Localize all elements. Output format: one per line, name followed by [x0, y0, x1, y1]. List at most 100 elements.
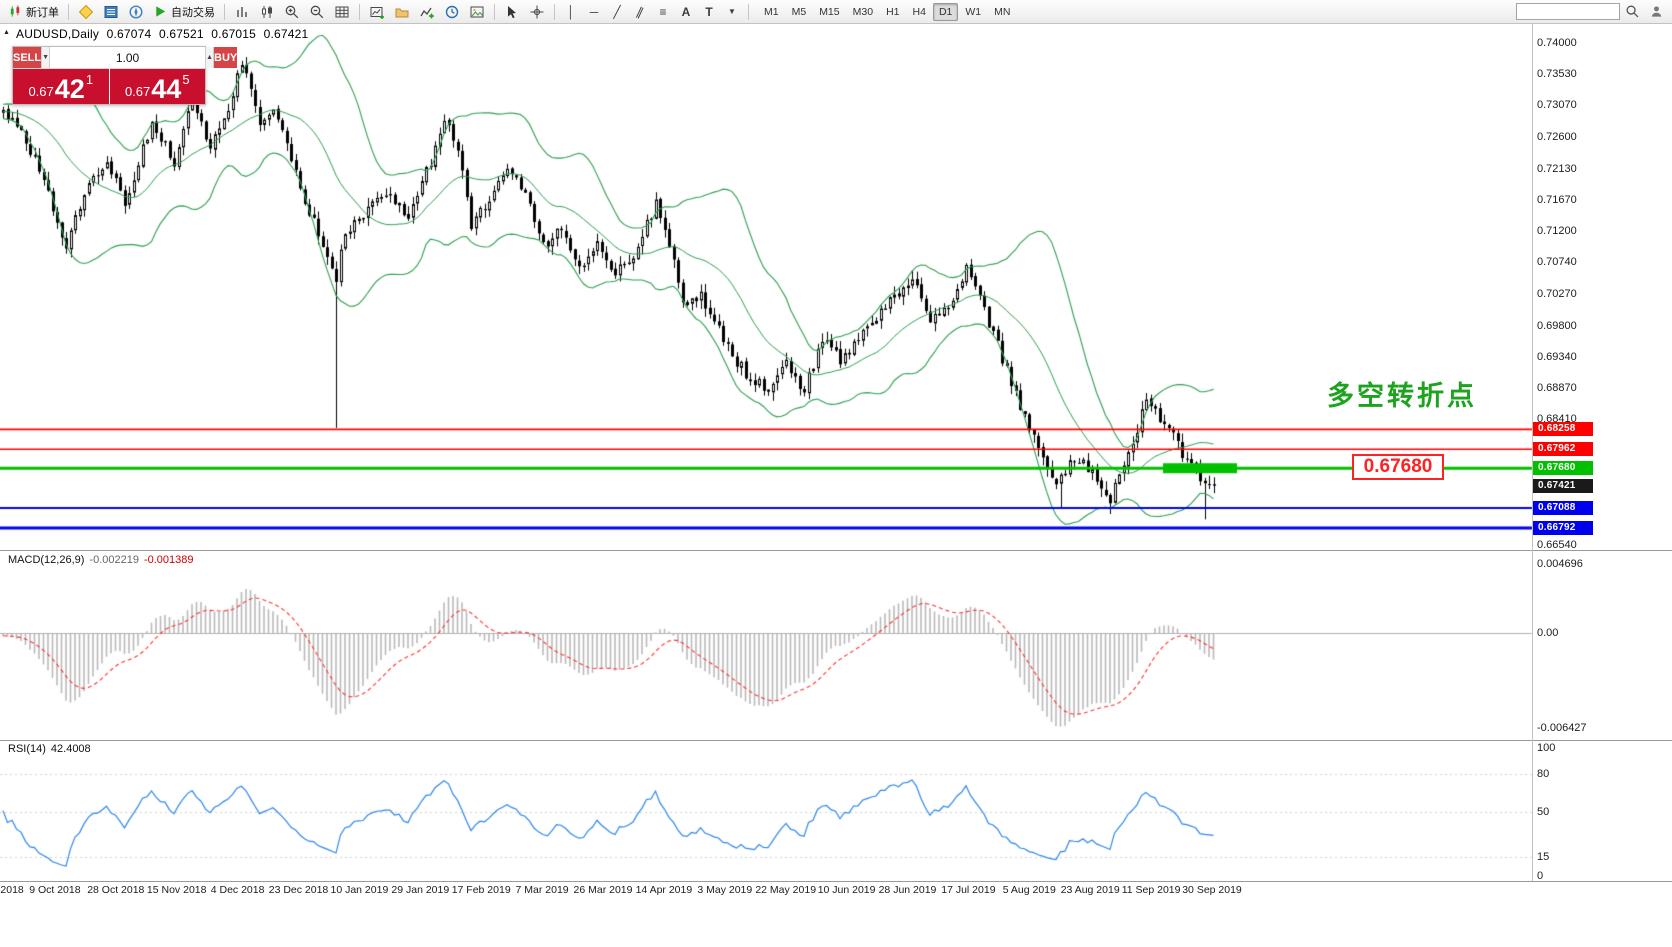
sell-price-display[interactable]: 0.67 42 1 [13, 69, 109, 104]
grid-button[interactable] [330, 2, 354, 22]
price-axis-tick: 0.74000 [1537, 36, 1577, 49]
volume-increase-button[interactable]: ▲ [205, 47, 214, 68]
trendline-tool-button[interactable]: ╱ [606, 2, 628, 22]
channel-tool-button[interactable]: ∥ [629, 2, 651, 22]
volume-decrease-button[interactable]: ▼ [41, 47, 51, 68]
pane-separator-rsi-dates[interactable] [0, 881, 1672, 882]
timeframe-button-mn[interactable]: MN [994, 5, 1011, 18]
spinner-up-icon: ▲ [206, 54, 213, 61]
rsi-axis-tick: 100 [1537, 742, 1556, 754]
timeframe-button-h1[interactable]: H1 [886, 5, 900, 18]
sell-price-big: 42 [54, 74, 85, 104]
candlestick-chart-icon [262, 5, 272, 18]
new-chart-button[interactable] [365, 2, 389, 22]
bar-chart-button[interactable] [230, 2, 254, 22]
date-axis-label: 17 Feb 2019 [451, 884, 511, 896]
shapes-tool-button[interactable]: ▼ [721, 2, 743, 22]
vertical-line-tool-button[interactable]: │ [560, 2, 582, 22]
price-axis-tick: 0.73530 [1537, 68, 1577, 81]
price-axis-tick: 0.71670 [1537, 193, 1577, 206]
date-axis-label: 14 Apr 2019 [635, 884, 693, 896]
date-axis-label: 26 Mar 2019 [573, 884, 633, 896]
rsi-name: RSI(14) [8, 743, 46, 755]
volume-input[interactable] [50, 47, 206, 68]
new-chart-icon [370, 6, 384, 19]
rsi-indicator-label: RSI(14) 42.4008 [8, 743, 91, 755]
text-tool-button[interactable]: A [675, 2, 697, 22]
price-axis-tick: 0.72600 [1537, 131, 1577, 144]
vertical-line-icon: │ [567, 4, 575, 19]
date-axis-label: 23 Dec 2018 [268, 884, 329, 896]
periods-button[interactable] [440, 2, 464, 22]
date-axis-label: 10 Jan 2019 [330, 884, 389, 896]
indicators-button[interactable] [415, 2, 439, 22]
templates-button[interactable] [465, 2, 489, 22]
autotrade-button[interactable]: 自动交易 [149, 2, 219, 22]
account-button[interactable] [1645, 2, 1668, 22]
crosshair-icon [530, 5, 544, 18]
date-axis-label: 5 Aug 2019 [1002, 884, 1056, 896]
price-axis-tick: 0.69340 [1537, 350, 1577, 363]
price-axis-tick: 0.66540 [1537, 538, 1577, 551]
timeframe-button-m30[interactable]: M30 [852, 5, 874, 18]
pane-separator-macd-rsi[interactable] [0, 740, 1672, 741]
profiles-button[interactable] [390, 2, 414, 22]
zoom-out-icon [310, 5, 324, 18]
new-order-button[interactable]: 新订单 [4, 2, 63, 22]
price-axis-badge: 0.68258 [1533, 422, 1593, 437]
one-click-price-row: 0.67 42 1 0.67 44 5 [13, 69, 205, 104]
toolbar-separator [554, 3, 555, 20]
pane-separator-main-macd[interactable] [0, 550, 1672, 551]
buy-price-display[interactable]: 0.67 44 5 [109, 69, 205, 104]
timeframe-toolbar: M1 M5 M15 M30 H1 H4 D1 W1 MN [758, 2, 1016, 21]
metaeditor-button[interactable] [74, 2, 98, 22]
cursor-button[interactable] [500, 2, 524, 22]
candlestick-chart-button[interactable] [255, 2, 279, 22]
timeframe-button-m15[interactable]: M15 [819, 5, 840, 18]
macd-indicator-label: MACD(12,26,9) -0.002219 -0.001389 [8, 554, 194, 566]
rsi-value: 42.4008 [50, 743, 91, 755]
main-toolbar: 新订单 自动交易 [0, 0, 1672, 24]
market-watch-icon [104, 5, 118, 18]
account-icon [1651, 6, 1662, 17]
fibonacci-tool-button[interactable]: ≡ [652, 2, 674, 22]
bar-chart-icon [237, 6, 247, 17]
label-tool-icon: T [705, 4, 713, 19]
toolbar-separator [68, 3, 69, 20]
timeframe-button-m1[interactable]: M1 [764, 5, 779, 18]
date-axis-label: 4 Dec 2018 [210, 884, 265, 896]
toolbar-separator [748, 3, 749, 20]
horizontal-line-tool-button[interactable]: ─ [583, 2, 605, 22]
buy-button[interactable]: BUY [214, 47, 238, 68]
chart-annotation-text[interactable]: 多空转折点 [1327, 381, 1477, 411]
one-click-collapse-button[interactable]: ▲ [3, 29, 10, 36]
timeframe-button-h4[interactable]: H4 [912, 5, 926, 18]
zoom-in-button[interactable] [280, 2, 304, 22]
date-axis-label: 28 Jun 2019 [878, 884, 937, 896]
timeframe-button-m5[interactable]: M5 [791, 5, 807, 18]
label-tool-button[interactable]: T [698, 2, 720, 22]
spinner-down-icon: ▼ [42, 54, 50, 61]
navigator-button[interactable] [124, 2, 148, 22]
price-axis-tick: 0.68870 [1537, 382, 1577, 395]
metaeditor-icon [78, 4, 94, 19]
key-level-price-label[interactable]: 0.67680 [1352, 454, 1444, 480]
search-button[interactable] [1621, 2, 1644, 22]
timeframe-button-d1[interactable]: D1 [932, 2, 959, 21]
price-axis-tick: 0.70740 [1537, 256, 1577, 269]
price-axis-separator[interactable] [1532, 24, 1533, 881]
sell-button[interactable]: SELL [13, 47, 42, 68]
channel-icon: ∥ [634, 3, 646, 20]
rsi-axis-tick: 50 [1537, 806, 1550, 818]
price-axis-badge: 0.67421 [1533, 478, 1593, 493]
search-input[interactable] [1516, 3, 1620, 20]
date-axis-label: 29 Jan 2019 [391, 884, 450, 896]
crosshair-button[interactable] [525, 2, 549, 22]
timeframe-button-w1[interactable]: W1 [965, 5, 982, 18]
market-watch-button[interactable] [99, 2, 123, 22]
buy-price-sup: 5 [182, 72, 190, 87]
price-axis-tick: 0.69800 [1537, 319, 1577, 332]
zoom-out-button[interactable] [305, 2, 329, 22]
